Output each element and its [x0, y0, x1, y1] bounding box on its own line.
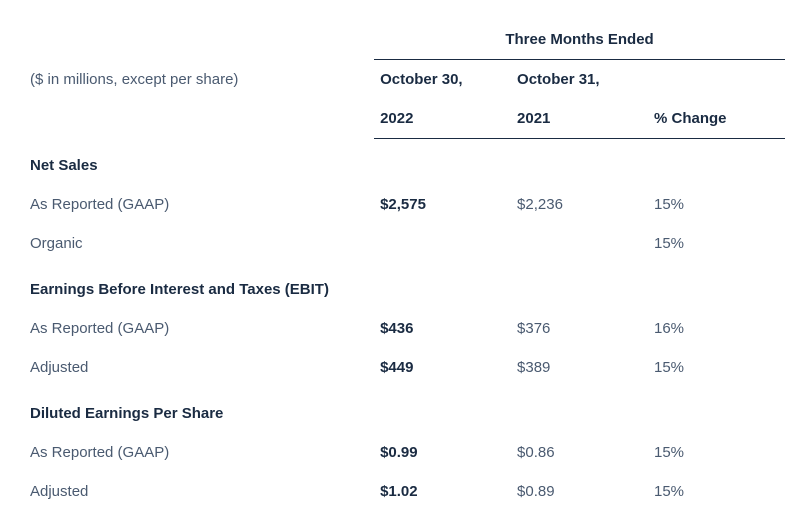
- cell-v2: $389: [511, 348, 648, 387]
- financial-table: Three Months Ended ($ in millions, excep…: [24, 20, 785, 511]
- section-ebit: Earnings Before Interest and Taxes (EBIT…: [24, 263, 785, 309]
- cell-v1: $1.02: [374, 472, 511, 511]
- table-row: As Reported (GAAP) $436 $376 16%: [24, 309, 785, 348]
- period-title: Three Months Ended: [374, 20, 785, 60]
- section-title: Earnings Before Interest and Taxes (EBIT…: [24, 263, 785, 309]
- cell-v2: [511, 224, 648, 263]
- cell-chg: 15%: [648, 348, 785, 387]
- section-title: Diluted Earnings Per Share: [24, 387, 785, 433]
- cell-v1: $436: [374, 309, 511, 348]
- cell-chg: 15%: [648, 433, 785, 472]
- cell-chg: 15%: [648, 185, 785, 224]
- cell-chg: 15%: [648, 224, 785, 263]
- table-row: Organic 15%: [24, 224, 785, 263]
- cell-v2: $2,236: [511, 185, 648, 224]
- section-title: Net Sales: [24, 139, 785, 186]
- table-row: Adjusted $449 $389 15%: [24, 348, 785, 387]
- section-net-sales: Net Sales: [24, 139, 785, 186]
- cell-v2: $0.89: [511, 472, 648, 511]
- cell-v1: [374, 224, 511, 263]
- row-label: As Reported (GAAP): [24, 185, 374, 224]
- cell-v1: $0.99: [374, 433, 511, 472]
- row-label: Adjusted: [24, 348, 374, 387]
- row-label: As Reported (GAAP): [24, 309, 374, 348]
- year-row: 2022 2021 % Change: [24, 99, 785, 139]
- cell-v2: $0.86: [511, 433, 648, 472]
- year-col-2: 2021: [511, 99, 648, 139]
- section-eps: Diluted Earnings Per Share: [24, 387, 785, 433]
- date-row: ($ in millions, except per share) Octobe…: [24, 60, 785, 100]
- cell-v2: $376: [511, 309, 648, 348]
- table-row: As Reported (GAAP) $0.99 $0.86 15%: [24, 433, 785, 472]
- row-label: As Reported (GAAP): [24, 433, 374, 472]
- units-note: ($ in millions, except per share): [24, 60, 374, 100]
- cell-chg: 16%: [648, 309, 785, 348]
- table-row: Adjusted $1.02 $0.89 15%: [24, 472, 785, 511]
- period-row: Three Months Ended: [24, 20, 785, 60]
- date-col-1: October 30,: [374, 60, 511, 100]
- row-label: Adjusted: [24, 472, 374, 511]
- table-row: As Reported (GAAP) $2,575 $2,236 15%: [24, 185, 785, 224]
- year-col-1: 2022: [374, 99, 511, 139]
- cell-v1: $449: [374, 348, 511, 387]
- row-label: Organic: [24, 224, 374, 263]
- cell-v1: $2,575: [374, 185, 511, 224]
- date-col-2: October 31,: [511, 60, 648, 100]
- cell-chg: 15%: [648, 472, 785, 511]
- change-header: % Change: [648, 99, 785, 139]
